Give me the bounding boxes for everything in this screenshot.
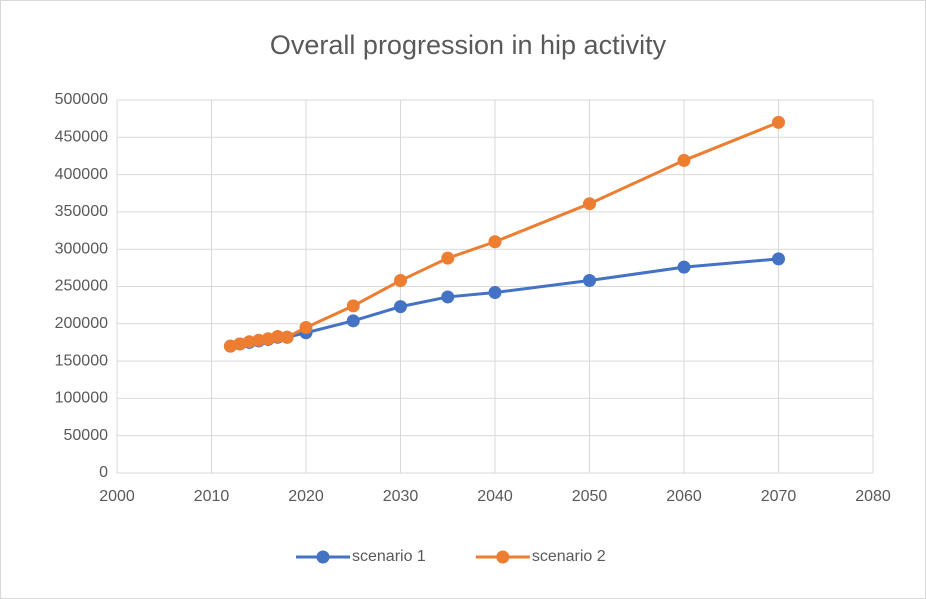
y-tick-label: 50000 (64, 427, 109, 444)
data-point (346, 299, 360, 313)
data-point (677, 260, 691, 274)
data-point (394, 274, 407, 288)
data-point (488, 235, 502, 249)
y-tick-label: 150000 (55, 352, 108, 369)
y-tick-label: 350000 (55, 203, 108, 220)
data-point (271, 329, 285, 343)
x-tick-label: 2030 (383, 488, 419, 505)
data-point (441, 290, 455, 304)
y-tick-label: 400000 (55, 166, 108, 183)
y-tick-label: 200000 (55, 315, 108, 332)
data-point (280, 330, 294, 344)
legend-marker (496, 550, 510, 564)
data-point (583, 274, 596, 288)
legend-label: scenario 2 (532, 548, 606, 565)
data-point (772, 252, 785, 266)
data-point (677, 153, 691, 167)
data-point (346, 314, 360, 328)
x-tick-label: 2020 (288, 488, 324, 505)
data-point (772, 115, 785, 129)
x-tick-label: 2050 (572, 488, 608, 505)
x-tick-label: 2000 (99, 488, 135, 505)
x-tick-label: 2010 (194, 488, 230, 505)
y-tick-label: 100000 (55, 390, 108, 407)
y-tick-label: 500000 (55, 91, 108, 108)
data-point (441, 251, 455, 265)
chart-title: Overall progression in hip activity (270, 30, 667, 60)
legend-label: scenario 1 (352, 548, 426, 565)
legend-marker (316, 550, 330, 564)
y-tick-label: 300000 (55, 240, 108, 257)
data-point (583, 197, 596, 211)
data-point (394, 300, 407, 314)
x-tick-label: 2070 (761, 488, 797, 505)
x-tick-label: 2040 (477, 488, 513, 505)
data-point (488, 285, 502, 299)
data-point (299, 321, 313, 335)
y-tick-label: 0 (99, 464, 108, 481)
y-tick-label: 250000 (55, 278, 108, 295)
x-tick-label: 2060 (666, 488, 702, 505)
x-tick-label: 2080 (855, 488, 891, 505)
y-tick-label: 450000 (55, 129, 108, 146)
